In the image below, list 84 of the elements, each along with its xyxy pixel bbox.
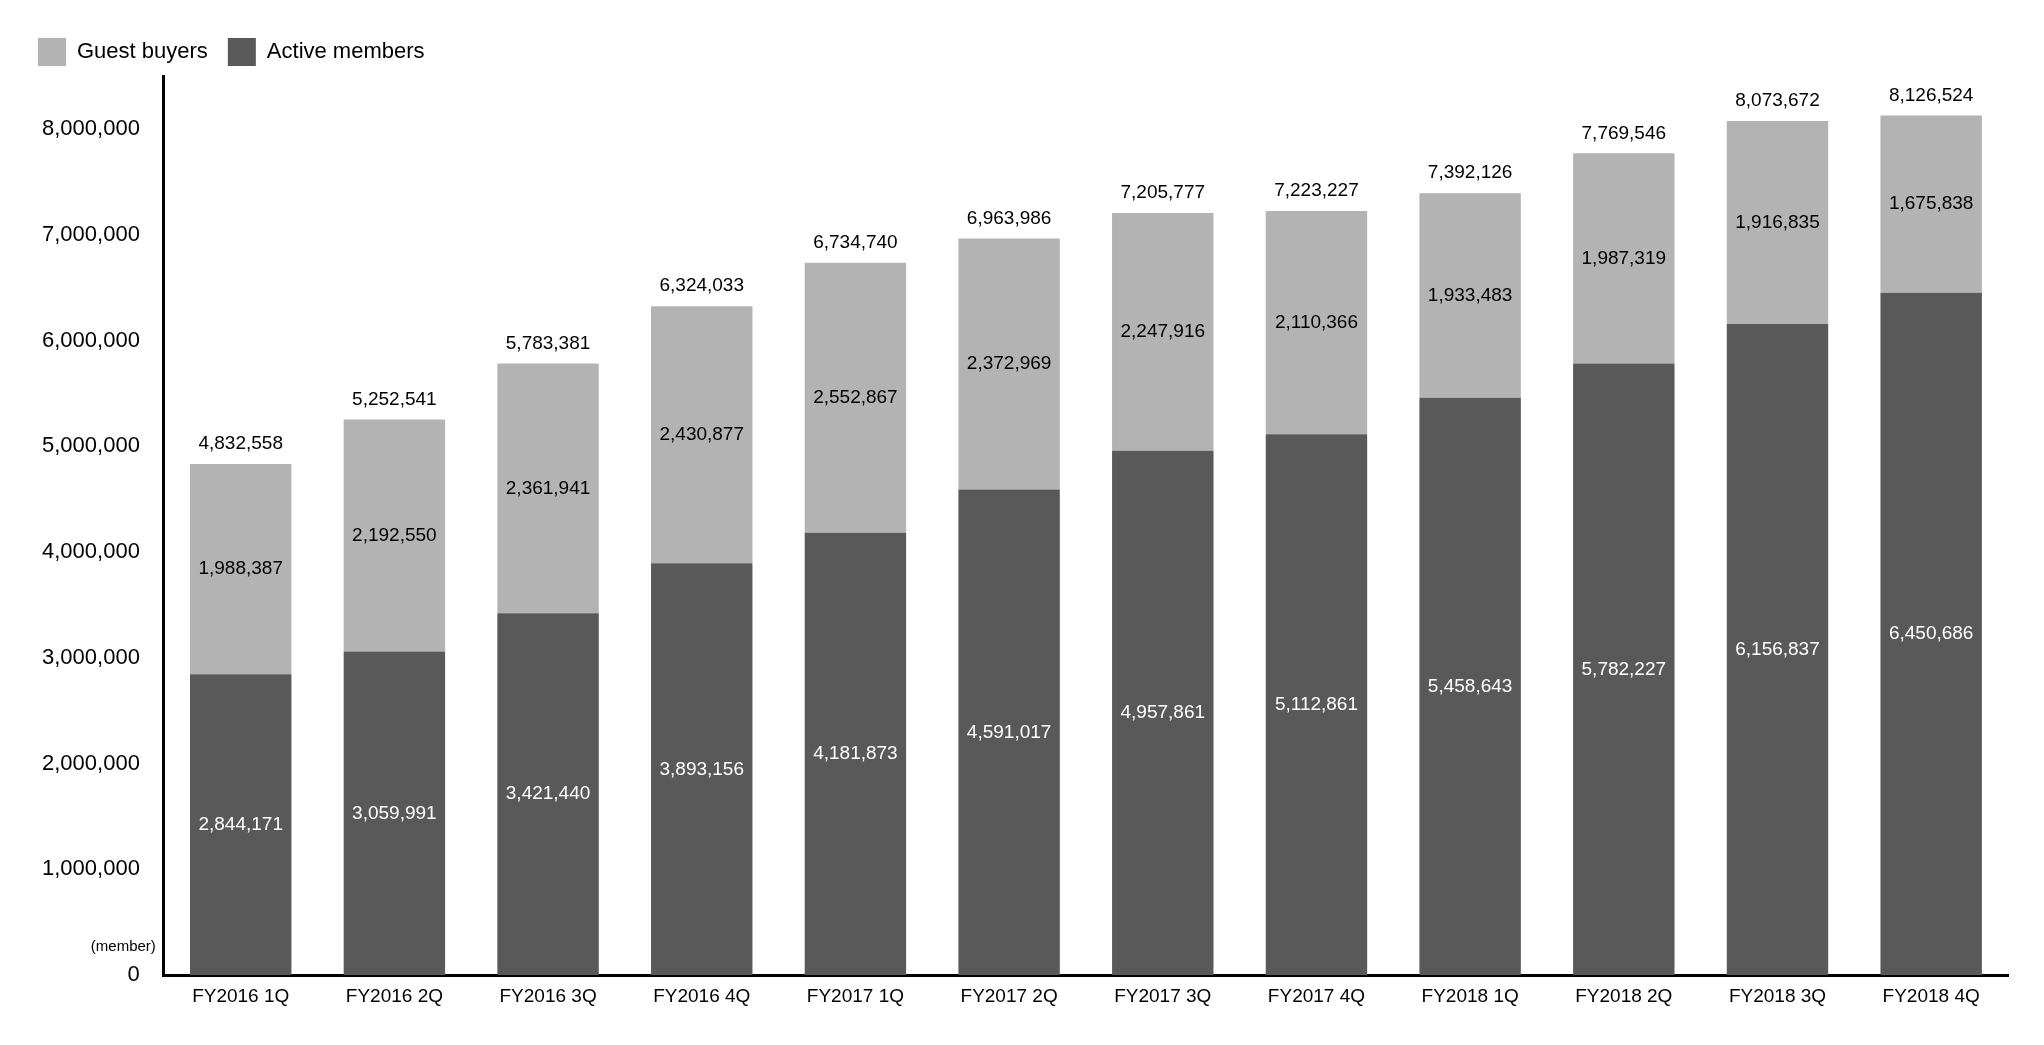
- y-tick-label: 5,000,000: [42, 432, 140, 458]
- bar: [804, 262, 907, 533]
- total-label: 8,073,672: [1735, 89, 1820, 111]
- x-tick-label: FY2016 1Q: [192, 984, 290, 1006]
- data-label: 2,110,366: [1274, 310, 1359, 332]
- data-label: 2,372,969: [966, 352, 1052, 374]
- data-label: 3,893,156: [659, 757, 745, 779]
- x-tick-label: FY2018 4Q: [1882, 984, 1980, 1006]
- total-label: 5,252,541: [352, 387, 437, 409]
- total-label: 4,832,558: [198, 432, 283, 454]
- data-label: 1,933,483: [1427, 283, 1513, 305]
- bar: [804, 532, 907, 976]
- bar: [190, 463, 292, 675]
- data-label: 3,421,440: [505, 782, 591, 804]
- x-tick-label: FY2018 1Q: [1421, 984, 1519, 1006]
- bar: [1880, 115, 1982, 293]
- bar: [651, 306, 753, 564]
- y-tick-label: 6,000,000: [42, 326, 140, 352]
- data-label: 2,247,916: [1120, 320, 1206, 342]
- bar: [1726, 121, 1829, 324]
- bar: [958, 238, 1060, 490]
- total-label: 7,223,227: [1274, 179, 1359, 201]
- x-tick-label: FY2018 3Q: [1728, 984, 1827, 1006]
- y-tick-label: 4,000,000: [42, 538, 140, 564]
- legend-label: Guest buyers: [77, 38, 208, 64]
- x-tick-label: FY2017 4Q: [1267, 984, 1366, 1006]
- bar: [1419, 193, 1521, 398]
- bar: [1573, 363, 1675, 976]
- data-label: 1,916,835: [1735, 210, 1820, 232]
- bar: [1419, 397, 1521, 976]
- x-tick-label: FY2018 2Q: [1575, 984, 1673, 1006]
- data-label: 2,430,877: [659, 423, 745, 445]
- total-label: 6,963,986: [966, 206, 1052, 228]
- bar: [1880, 292, 1982, 976]
- bar: [958, 489, 1060, 976]
- total-label: 7,392,126: [1427, 161, 1513, 183]
- bar: [1112, 212, 1214, 451]
- x-tick-label: FY2016 3Q: [499, 984, 597, 1006]
- data-label: 1,988,387: [198, 557, 283, 579]
- y-tick-label: 0: [127, 961, 140, 987]
- x-tick-label: FY2017 2Q: [960, 984, 1058, 1006]
- bar: [497, 363, 599, 614]
- y-tick-label: 1,000,000: [42, 855, 140, 881]
- bar: [343, 419, 446, 652]
- x-tick-label: FY2017 3Q: [1114, 984, 1212, 1006]
- text: (member): [90, 937, 156, 955]
- total-label: 6,734,740: [813, 230, 898, 252]
- x-tick-label: FY2016 2Q: [345, 984, 443, 1006]
- data-label: 4,591,017: [966, 720, 1052, 742]
- data-label: 1,675,838: [1888, 192, 1974, 214]
- data-label: 3,059,991: [352, 801, 437, 823]
- legend-label: Active members: [266, 38, 425, 64]
- data-label: 2,844,171: [198, 812, 283, 834]
- total-label: 6,324,033: [659, 274, 745, 296]
- total-label: 7,769,546: [1581, 121, 1667, 143]
- bar: [1573, 153, 1675, 364]
- bar: [1726, 323, 1829, 976]
- y-tick-label: 7,000,000: [42, 220, 140, 246]
- data-label: 2,552,867: [813, 386, 898, 408]
- bar: [497, 613, 599, 976]
- x-tick-label: FY2017 1Q: [806, 984, 905, 1006]
- data-label: 4,957,861: [1120, 701, 1206, 723]
- data-label: 4,181,873: [813, 742, 898, 764]
- bar: [651, 563, 753, 976]
- y-tick-label: 3,000,000: [42, 643, 140, 669]
- y-tick-label: 2,000,000: [42, 749, 140, 775]
- bar: [343, 651, 446, 976]
- y-tick-label: 8,000,000: [42, 114, 140, 140]
- data-label: 2,192,550: [352, 523, 437, 545]
- total-label: 8,126,524: [1888, 83, 1974, 105]
- total-label: 5,783,381: [505, 331, 591, 353]
- bar: [1265, 434, 1368, 976]
- total-label: 7,205,777: [1120, 181, 1206, 203]
- bar: [1265, 211, 1368, 435]
- data-label: 6,450,686: [1888, 622, 1974, 644]
- data-label: 6,156,837: [1735, 637, 1820, 659]
- bar: [190, 674, 292, 976]
- data-label: 1,987,319: [1581, 246, 1667, 268]
- bar: [1112, 450, 1214, 976]
- data-label: 5,782,227: [1581, 657, 1667, 679]
- data-label: 2,361,941: [505, 476, 591, 498]
- data-label: 5,112,861: [1274, 692, 1359, 714]
- data-label: 5,458,643: [1427, 674, 1513, 696]
- x-tick-label: FY2016 4Q: [653, 984, 751, 1006]
